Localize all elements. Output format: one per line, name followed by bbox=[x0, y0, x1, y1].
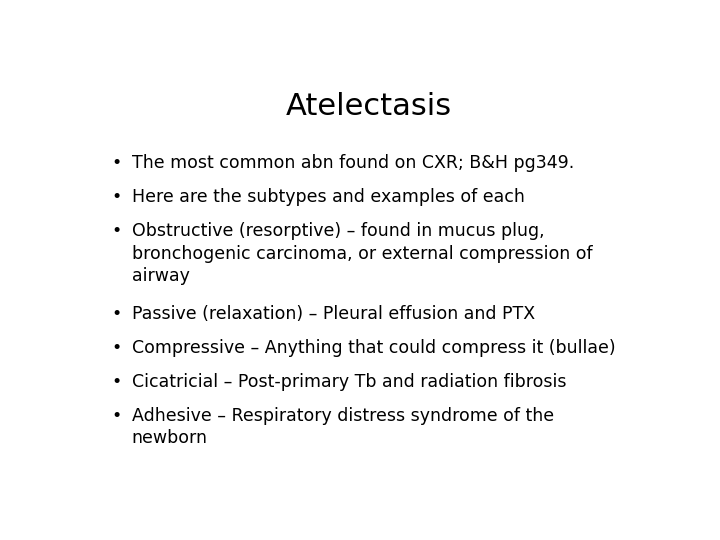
Text: Compressive – Anything that could compress it (bullae): Compressive – Anything that could compre… bbox=[132, 339, 616, 357]
Text: •: • bbox=[111, 188, 122, 206]
Text: Passive (relaxation) – Pleural effusion and PTX: Passive (relaxation) – Pleural effusion … bbox=[132, 305, 535, 323]
Text: Here are the subtypes and examples of each: Here are the subtypes and examples of ea… bbox=[132, 188, 525, 206]
Text: •: • bbox=[111, 305, 122, 323]
Text: The most common abn found on CXR; B&H pg349.: The most common abn found on CXR; B&H pg… bbox=[132, 154, 574, 172]
Text: •: • bbox=[111, 222, 122, 240]
Text: •: • bbox=[111, 407, 122, 425]
Text: Atelectasis: Atelectasis bbox=[286, 92, 452, 121]
Text: Cicatricial – Post-primary Tb and radiation fibrosis: Cicatricial – Post-primary Tb and radiat… bbox=[132, 373, 567, 391]
Text: •: • bbox=[111, 154, 122, 172]
Text: •: • bbox=[111, 373, 122, 391]
Text: •: • bbox=[111, 339, 122, 357]
Text: Adhesive – Respiratory distress syndrome of the
newborn: Adhesive – Respiratory distress syndrome… bbox=[132, 407, 554, 447]
Text: Obstructive (resorptive) – found in mucus plug,
bronchogenic carcinoma, or exter: Obstructive (resorptive) – found in mucu… bbox=[132, 222, 593, 285]
